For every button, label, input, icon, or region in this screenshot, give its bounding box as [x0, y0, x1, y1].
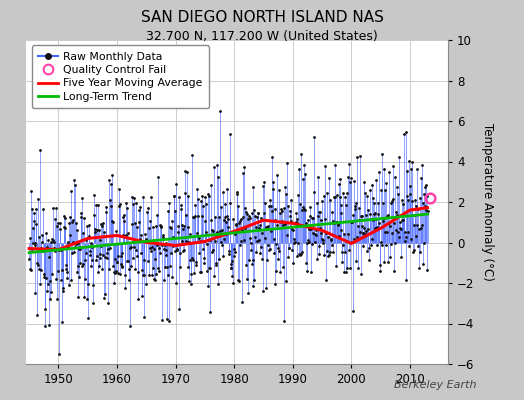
Text: Berkeley Earth: Berkeley Earth: [395, 380, 477, 390]
Y-axis label: Temperature Anomaly (°C): Temperature Anomaly (°C): [481, 123, 494, 281]
Legend: Raw Monthly Data, Quality Control Fail, Five Year Moving Average, Long-Term Tren: Raw Monthly Data, Quality Control Fail, …: [31, 46, 209, 108]
Text: SAN DIEGO NORTH ISLAND NAS: SAN DIEGO NORTH ISLAND NAS: [140, 10, 384, 25]
Text: 32.700 N, 117.200 W (United States): 32.700 N, 117.200 W (United States): [146, 30, 378, 43]
